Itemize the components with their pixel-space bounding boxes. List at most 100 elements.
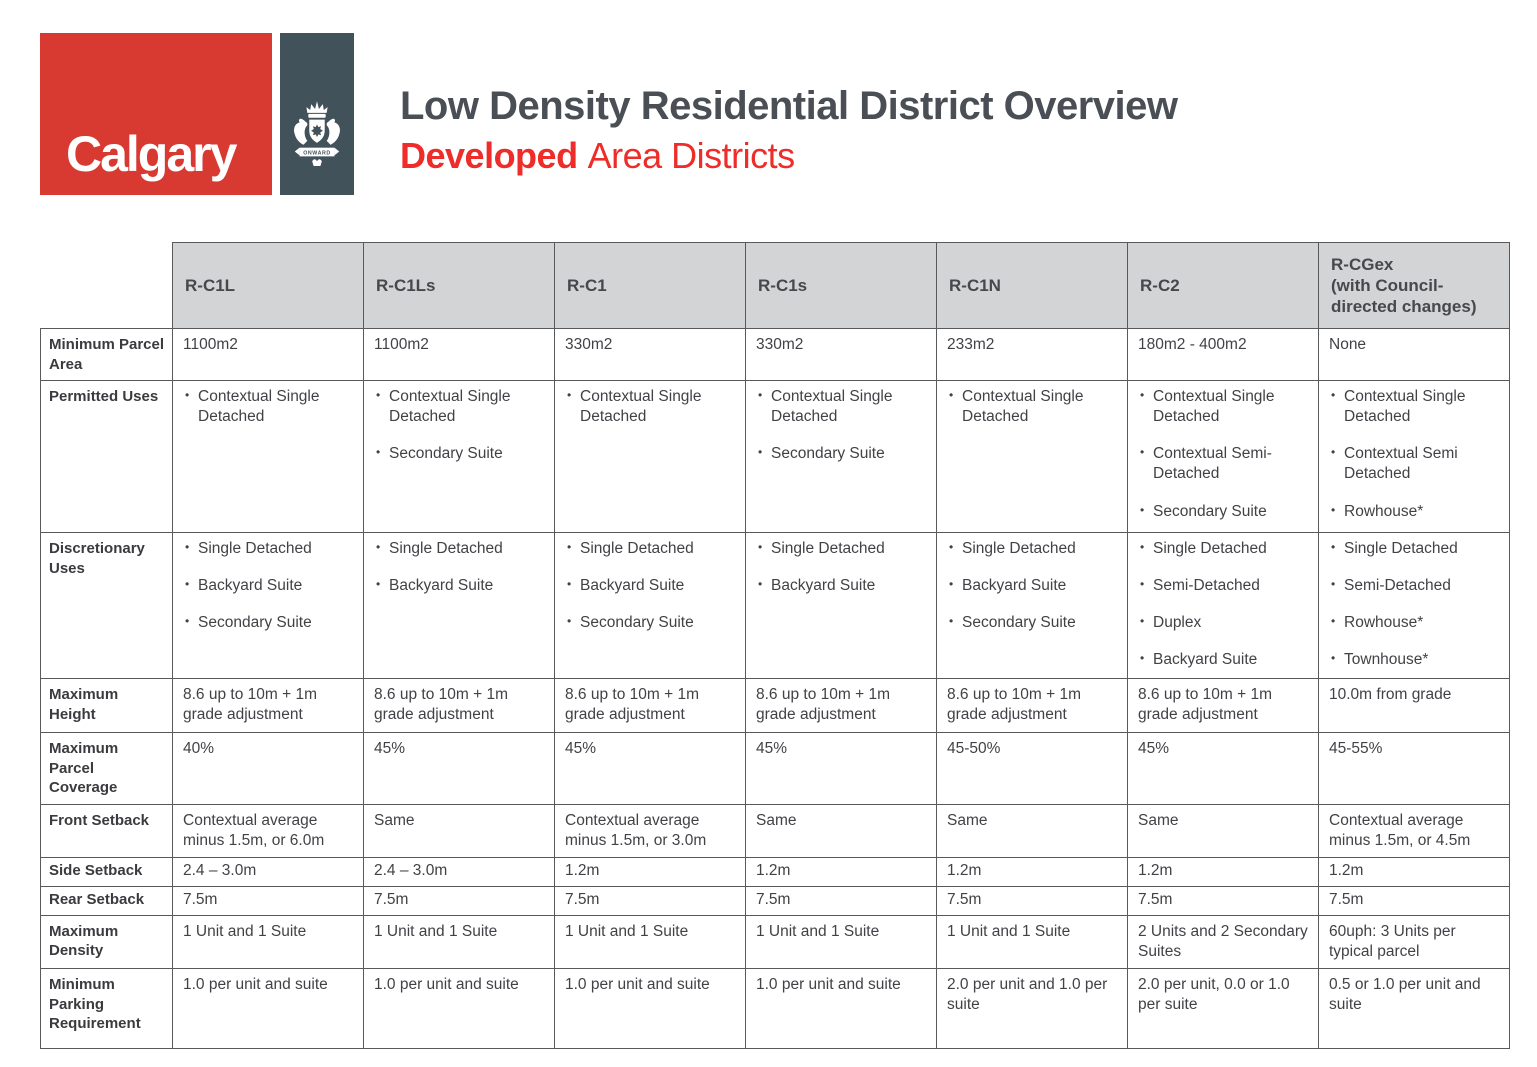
list-item: Single Detached (947, 539, 1119, 559)
table-cell: 8.6 up to 10m + 1m grade adjustment (745, 678, 937, 733)
table-cell: Same (745, 803, 937, 858)
table-cell: Contextual average minus 1.5m, or 4.5m (1318, 803, 1510, 858)
table-row: Rear Setback 7.5m 7.5m 7.5m 7.5m 7.5m 7.5m 7.5m (40, 885, 1510, 916)
list-item: Backyard Suite (1138, 650, 1310, 670)
list-item: Townhouse* (1329, 650, 1501, 670)
subtitle-emphasis: Developed (400, 135, 578, 176)
table-cell: 60uph: 3 Units per typical parcel (1318, 914, 1510, 970)
list-item: Secondary Suite (756, 444, 928, 464)
table-cell: Contextual Single Detached Secondary Suit… (745, 380, 937, 533)
calgary-crest-box: ONWARD (280, 33, 354, 195)
crest-motto-text: ONWARD (303, 150, 331, 156)
list-item: Duplex (1138, 613, 1310, 633)
list-item: Contextual Semi Detached (1329, 444, 1501, 484)
column-header: R-C1N (936, 242, 1128, 329)
list-item: Semi-Detached (1329, 576, 1501, 596)
list-item: Contextual Single Detached (565, 387, 737, 427)
table-cell: Single Detached Backyard Suite Secondary S… (554, 532, 746, 679)
table-cell: 0.5 or 1.0 per unit and suite (1318, 968, 1510, 1050)
table-row: Discretionary Uses Single Detached Backyar… (40, 532, 1510, 679)
table-row: Minimum Parcel Area 1100m2 1100m2 330m2 330m… (40, 328, 1510, 381)
table-row: Maximum Height 8.6 up to 10m + 1m grade a… (40, 678, 1510, 733)
bullet-list: Contextual Single Detached Secondary Suit… (374, 387, 546, 464)
table-cell: 7.5m (172, 885, 364, 916)
table-cell: 8.6 up to 10m + 1m grade adjustment (1127, 678, 1319, 733)
table-cell: None (1318, 328, 1510, 381)
table-cell: Contextual Single Detached Secondary Suit… (363, 380, 555, 533)
table-cell: 1.2m (1318, 856, 1510, 887)
table-cell: 1 Unit and 1 Suite (172, 914, 364, 970)
table-cell: Same (936, 803, 1128, 858)
table-cell: 180m2 - 400m2 (1127, 328, 1319, 381)
row-header: Maximum Height (40, 678, 173, 733)
row-header: Permitted Uses (40, 380, 173, 533)
list-item: Rowhouse* (1329, 613, 1501, 633)
table-cell: Same (1127, 803, 1319, 858)
list-item: Secondary Suite (1138, 502, 1310, 522)
row-header: Front Setback (40, 803, 173, 858)
table-cell: 1 Unit and 1 Suite (554, 914, 746, 970)
list-item: Secondary Suite (947, 613, 1119, 633)
table-cell: Contextual average minus 1.5m, or 3.0m (554, 803, 746, 858)
column-header: R-CGex (with Council-directed changes) (1318, 242, 1510, 329)
table-cell: 330m2 (554, 328, 746, 381)
column-header: R-C1L (172, 242, 364, 329)
table-row: Maximum Parcel Coverage 40% 45% 45% 45% 45-50… (40, 732, 1510, 805)
table-body: Minimum Parcel Area 1100m2 1100m2 330m2 330m… (40, 328, 1510, 1050)
list-item: Single Detached (756, 539, 928, 559)
row-header: Maximum Density (40, 914, 173, 970)
list-item: Contextual Single Detached (374, 387, 546, 427)
table-cell: 1100m2 (363, 328, 555, 381)
table-cell: 8.6 up to 10m + 1m grade adjustment (936, 678, 1128, 733)
bullet-list: Single Detached Semi-Detached Rowhouse* Tow… (1329, 539, 1501, 671)
list-item: Semi-Detached (1138, 576, 1310, 596)
district-table: R-C1L R-C1Ls R-C1 R-C1s R-C1N R-C2 R-CGex (wit… (40, 242, 1510, 1050)
table-cell: Single Detached Semi-Detached Duplex Backya… (1127, 532, 1319, 679)
list-item: Contextual Semi-Detached (1138, 444, 1310, 484)
table-row: Minimum Parking Requirement 1.0 per unit … (40, 968, 1510, 1050)
table-cell: Contextual Single Detached (936, 380, 1128, 533)
list-item: Secondary Suite (183, 613, 355, 633)
table-head: R-C1L R-C1Ls R-C1 R-C1s R-C1N R-C2 R-CGex (wit… (41, 242, 1510, 329)
bullet-list: Contextual Single Detached (183, 387, 355, 427)
bullet-list: Contextual Single Detached Contextual Sem… (1138, 387, 1310, 522)
table-cell: 7.5m (1318, 885, 1510, 916)
table-cell: 7.5m (936, 885, 1128, 916)
table-cell: 2.4 – 3.0m (172, 856, 364, 887)
list-item: Contextual Single Detached (947, 387, 1119, 427)
table-cell: Single Detached Backyard Suite Secondary S… (936, 532, 1128, 679)
table-cell: 45% (745, 732, 937, 805)
table-cell: 233m2 (936, 328, 1128, 381)
table-cell: 10.0m from grade (1318, 678, 1510, 733)
list-item: Single Detached (183, 539, 355, 559)
table-cell: Contextual Single Detached (554, 380, 746, 533)
table-cell: 40% (172, 732, 364, 805)
table-cell: 45-50% (936, 732, 1128, 805)
table-cell: Contextual average minus 1.5m, or 6.0m (172, 803, 364, 858)
table-cell: 1 Unit and 1 Suite (936, 914, 1128, 970)
table-cell: 8.6 up to 10m + 1m grade adjustment (363, 678, 555, 733)
list-item: Contextual Single Detached (183, 387, 355, 427)
row-header: Rear Setback (40, 885, 173, 916)
row-header: Maximum Parcel Coverage (40, 732, 173, 805)
table-cell: Contextual Single Detached Contextual Sem… (1127, 380, 1319, 533)
table-cell: 7.5m (363, 885, 555, 916)
list-item: Backyard Suite (374, 576, 546, 596)
row-header: Minimum Parking Requirement (40, 968, 173, 1050)
page-subtitle: Developed Area Districts (400, 136, 1178, 176)
column-header: R-C1Ls (363, 242, 555, 329)
bullet-list: Single Detached Semi-Detached Duplex Backya… (1138, 539, 1310, 671)
table-row: Maximum Density 1 Unit and 1 Suite 1 Unit … (40, 914, 1510, 970)
table-cell: 2 Units and 2 Secondary Suites (1127, 914, 1319, 970)
table-cell: 45-55% (1318, 732, 1510, 805)
list-item: Backyard Suite (947, 576, 1119, 596)
table-cell: Single Detached Backyard Suite (745, 532, 937, 679)
table-row: Front Setback Contextual average minus 1.… (40, 803, 1510, 858)
row-header: Side Setback (40, 856, 173, 887)
table-cell: 330m2 (745, 328, 937, 381)
bullet-list: Single Detached Backyard Suite (374, 539, 546, 596)
bullet-list: Single Detached Backyard Suite Secondary S… (947, 539, 1119, 633)
calgary-logo: Calgary (40, 33, 272, 195)
list-item: Contextual Single Detached (756, 387, 928, 427)
table-cell: 45% (363, 732, 555, 805)
